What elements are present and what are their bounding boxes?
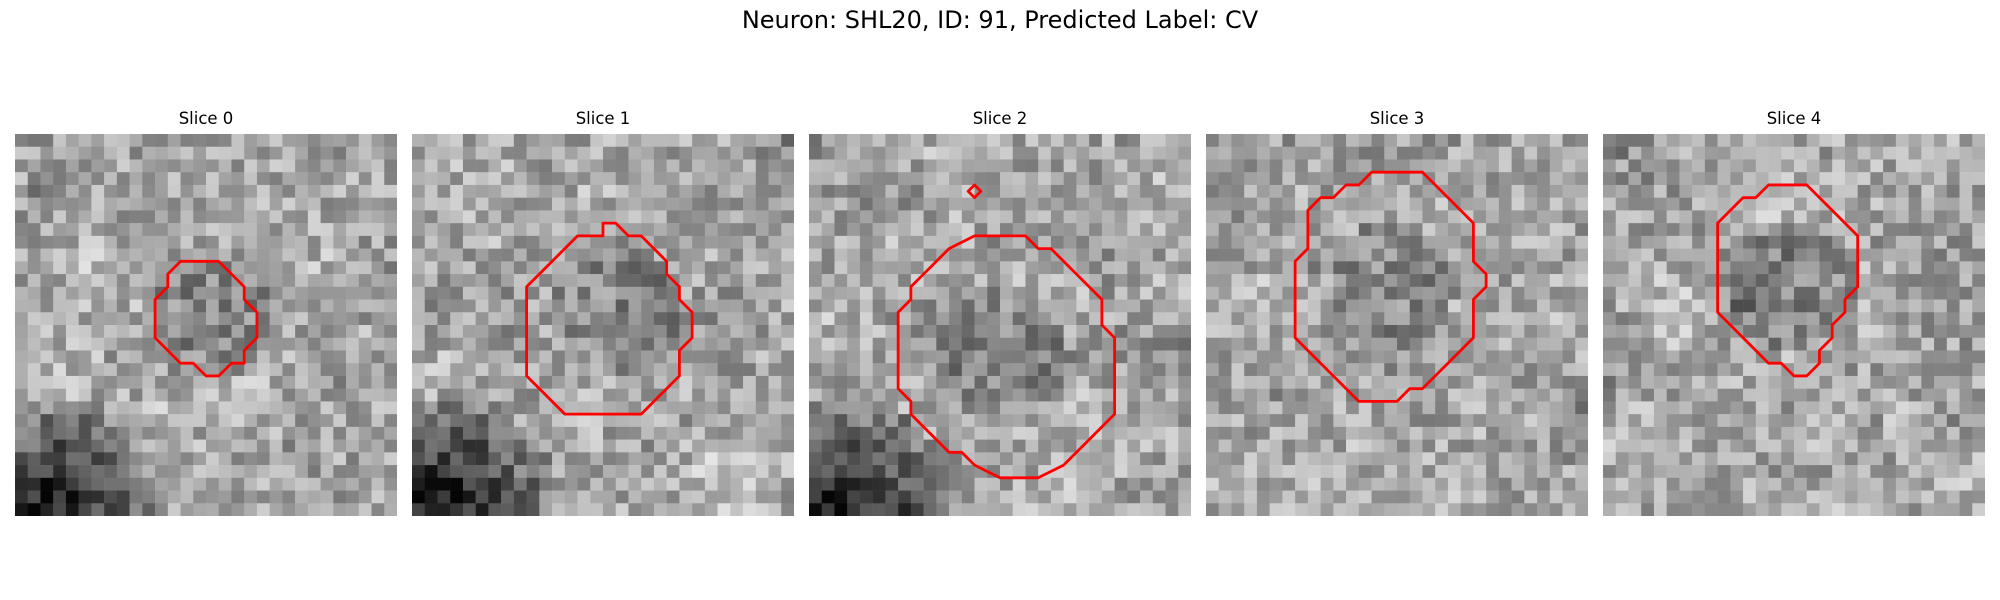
slice-title: Slice 4 — [1766, 109, 1822, 128]
segmentation-outline — [525, 221, 694, 416]
slice-title: Slice 3 — [1369, 109, 1425, 128]
small-contour — [966, 183, 983, 200]
segmentation-outline — [1293, 170, 1488, 403]
slice-title: Slice 0 — [178, 109, 234, 128]
slice-panel-3: Slice 3 — [1206, 108, 1588, 516]
grayscale-image — [1206, 134, 1588, 516]
slice-title: Slice 2 — [972, 109, 1028, 128]
grayscale-image — [809, 134, 1191, 516]
segmentation-outline — [1716, 183, 1860, 378]
cell-contour — [1293, 170, 1488, 403]
slice-panel-4: Slice 4 — [1603, 108, 1985, 516]
cell-contour — [896, 234, 1117, 480]
cell-contour — [525, 221, 694, 416]
cell-contour — [1716, 183, 1860, 378]
slice-panel-2: Slice 2 — [809, 108, 1191, 516]
segmentation-outline — [153, 259, 259, 378]
slice-title: Slice 1 — [575, 109, 631, 128]
grayscale-image — [1603, 134, 1985, 516]
slice-image-3 — [1206, 134, 1588, 516]
slice-panel-1: Slice 1 — [412, 108, 794, 516]
slice-panel-0: Slice 0 — [15, 108, 397, 516]
slice-image-4 — [1603, 134, 1985, 516]
cell-contour — [153, 259, 259, 378]
segmentation-outline — [896, 183, 1117, 480]
slice-image-0 — [15, 134, 397, 516]
figure-title: Neuron: SHL20, ID: 91, Predicted Label: … — [741, 6, 1259, 34]
slice-image-2 — [809, 134, 1191, 516]
slice-image-1 — [412, 134, 794, 516]
grayscale-image — [15, 134, 397, 516]
grayscale-image — [412, 134, 794, 516]
